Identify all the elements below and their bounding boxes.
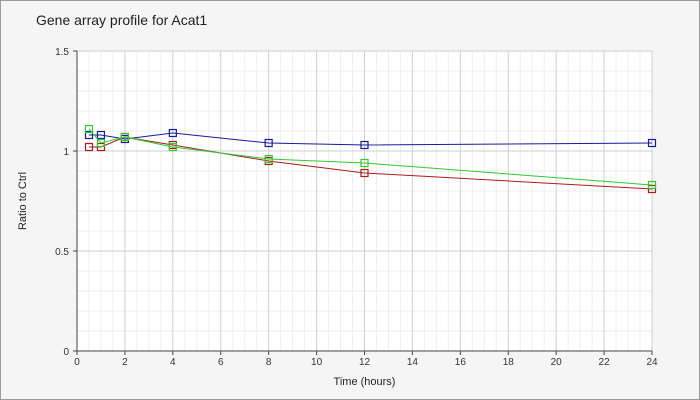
- x-tick-label: 24: [646, 357, 658, 368]
- data-point: [264, 138, 273, 148]
- data-point: [84, 142, 94, 152]
- x-tick-label: 8: [266, 357, 272, 368]
- series-line: [88, 132, 653, 146]
- chart-title: Gene array profile for Acat1: [36, 12, 208, 28]
- x-tick-label: 22: [599, 357, 611, 368]
- data-point: [360, 140, 369, 150]
- data-point: [647, 180, 657, 190]
- major-grid: [77, 50, 653, 351]
- data-point: [647, 138, 657, 148]
- x-tick-label: 4: [170, 357, 176, 368]
- x-tick-labels: 0 2 4 6 8 10 12 14 16 18 20 22 24: [74, 357, 658, 368]
- series-line: [88, 128, 653, 186]
- data-point: [360, 168, 369, 178]
- data-point: [96, 138, 106, 148]
- y-axis-title: Ratio to Ctrl: [17, 172, 29, 230]
- y-tick-label: 1.5: [55, 47, 69, 58]
- data-point: [120, 132, 130, 142]
- x-tick-label: 14: [407, 357, 419, 368]
- x-tick-label: 18: [503, 357, 515, 368]
- series-layer: [84, 124, 657, 194]
- x-tick-label: 0: [74, 357, 80, 368]
- y-tick-label: 1: [63, 147, 69, 158]
- data-point: [168, 128, 177, 138]
- data-point: [168, 142, 177, 152]
- data-point: [84, 124, 94, 134]
- data-point: [84, 130, 94, 140]
- series-3: [84, 124, 657, 190]
- x-tick-label: 16: [455, 357, 467, 368]
- x-tick-label: 6: [218, 357, 224, 368]
- axes: [73, 50, 653, 355]
- x-tick-label: 20: [551, 357, 563, 368]
- x-tick-label: 2: [122, 357, 128, 368]
- y-tick-label: 0: [63, 347, 69, 358]
- data-point: [360, 158, 369, 168]
- data-point: [96, 130, 106, 140]
- x-axis-title: Time (hours): [334, 376, 396, 388]
- y-tick-label: 0.5: [55, 247, 69, 258]
- y-tick-labels: 0 0.5 1 1.5: [55, 47, 69, 358]
- data-point: [264, 154, 273, 164]
- x-tick-label: 10: [311, 357, 323, 368]
- x-tick-label: 12: [359, 357, 371, 368]
